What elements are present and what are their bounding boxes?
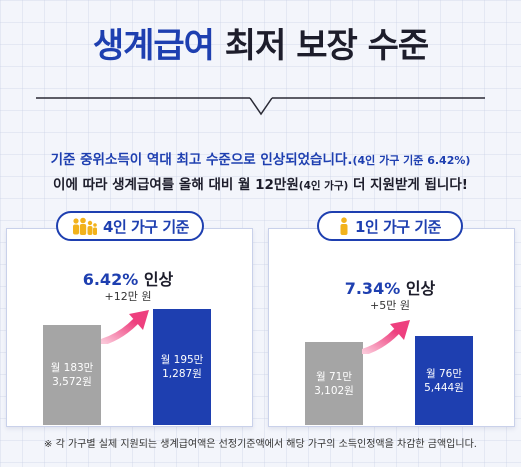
footnote: ※ 각 가구별 실제 지원되는 생계급여액은 선정기준액에서 해당 가구의 소득… [44,439,477,450]
badge-1-person-label: 1인 가구 기준 [355,217,441,236]
rate-4-person-pct: 6.42% [82,270,139,289]
bar-1-person-before: 월 71만 3,102원 [305,342,363,425]
page-title-accent: 생계급여 [92,26,215,66]
headline-line1-main: 기준 중위소득이 역대 최고 수준으로 인상되었습니다. [50,152,353,168]
rate-4-person-word: 인상 [143,270,174,289]
page-title: 생계급여 최저 보장 수준 [0,18,521,67]
headline-line1-paren: (4인 가구 기준 6.42%) [352,154,471,167]
bar-1-person-before-line2: 3,102원 [314,384,354,397]
bar-4-person-after-line1: 월 195만 [160,354,204,367]
bar-1-person-before-line1: 월 71만 [315,370,352,383]
headline-line2-small: (4인 가구) [298,180,349,192]
headline-line2: 이에 따라 생계급여를 올해 대비 월 12만원(4인 가구) 더 지원받게 됩… [0,173,521,198]
rate-1-person: 7.34% 인상 [330,275,450,299]
rate-1-person-word: 인상 [405,279,436,298]
rate-4-person: 6.42% 인상 [68,266,188,290]
bar-1-person-after: 월 76만 5,444원 [415,336,473,425]
person-icon [339,217,349,235]
headline-line2-a: 이에 따라 생계급여를 올해 대비 월 12만원 [53,177,299,193]
page-title-rest: 최저 보장 수준 [224,26,429,66]
bar-4-person-before: 월 183만 3,572원 [43,325,101,425]
bar-1-person-after-line2: 5,444원 [424,381,464,394]
badge-4-person-label: 4인 가구 기준 [103,217,189,236]
bar-4-person-before-line1: 월 183만 [50,362,94,375]
increase-4-person: +12만 원 [104,290,152,303]
divider-pointer [36,97,485,116]
bar-4-person-after-label: 월 195만 1,287원 [161,353,204,381]
bar-4-person-before-label: 월 183만 3,572원 [51,361,94,389]
increase-arrow-icon [362,320,410,354]
bar-1-person-after-label: 월 76만 5,444원 [424,367,464,395]
bar-1-person-after-line1: 월 76만 [425,367,462,380]
increase-1-person: +5만 원 [370,299,410,312]
badge-4-person: 4인 가구 기준 [56,211,204,241]
rate-1-person-pct: 7.34% [344,279,401,298]
headline-line1: 기준 중위소득이 역대 최고 수준으로 인상되었습니다.(4인 가구 기준 6.… [0,148,521,173]
bar-4-person-before-line2: 3,572원 [52,376,92,389]
bar-4-person-after: 월 195만 1,287원 [153,309,211,425]
headline-line2-b: 더 지원받게 됩니다! [348,177,468,193]
family-icon [71,217,98,235]
bar-4-person-after-line2: 1,287원 [162,368,202,381]
bar-1-person-before-label: 월 71만 3,102원 [314,370,354,398]
increase-arrow-icon [101,310,149,344]
headline: 기준 중위소득이 역대 최고 수준으로 인상되었습니다.(4인 가구 기준 6.… [0,148,521,198]
badge-1-person: 1인 가구 기준 [317,211,463,241]
